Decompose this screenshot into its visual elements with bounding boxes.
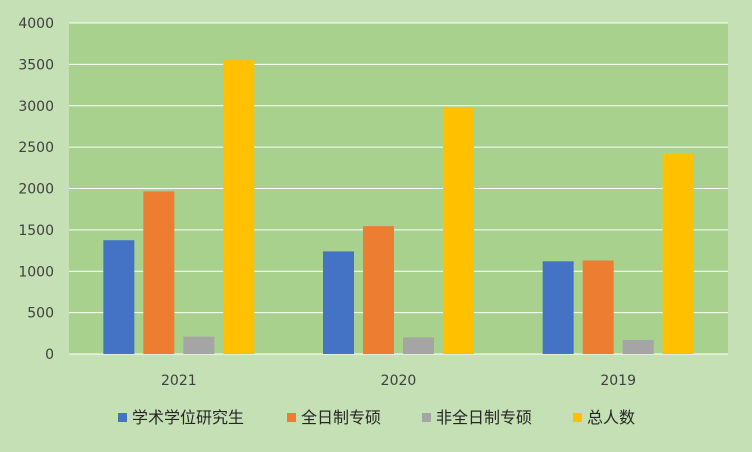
x-tick-label: 2021 xyxy=(161,373,197,389)
bars xyxy=(103,60,694,355)
bar xyxy=(542,261,574,354)
y-tick-label: 0 xyxy=(45,347,54,363)
bar xyxy=(662,153,694,354)
legend-label: 总人数 xyxy=(587,408,635,427)
bar xyxy=(582,260,614,354)
x-axis-ticks: 2021 2020 2019 xyxy=(161,373,636,389)
bar xyxy=(323,251,354,354)
bar xyxy=(143,191,175,354)
y-tick-label: 1500 xyxy=(18,223,54,239)
bar xyxy=(363,226,394,354)
legend-label: 学术学位研究生 xyxy=(132,408,244,427)
y-tick-label: 500 xyxy=(27,306,54,322)
bar xyxy=(223,60,255,355)
legend-swatch xyxy=(287,413,296,422)
y-tick-label: 1000 xyxy=(18,264,54,280)
y-tick-label: 3500 xyxy=(18,57,54,73)
gridlines xyxy=(69,22,728,355)
bar xyxy=(403,337,434,354)
legend-swatch xyxy=(422,413,431,422)
y-tick-label: 3000 xyxy=(18,99,54,115)
bar xyxy=(183,336,215,354)
y-tick-label: 2000 xyxy=(18,182,54,198)
legend-swatch xyxy=(573,413,582,422)
bar xyxy=(103,240,135,354)
legend-label: 全日制专硕 xyxy=(301,408,381,427)
bar xyxy=(622,339,654,354)
x-tick-label: 2019 xyxy=(600,373,636,389)
legend-swatch xyxy=(118,413,127,422)
legend-label: 非全日制专硕 xyxy=(436,408,532,427)
y-tick-label: 4000 xyxy=(18,16,54,32)
x-tick-label: 2020 xyxy=(381,373,417,389)
bar xyxy=(443,106,474,355)
legend: 学术学位研究生 全日制专硕 非全日制专硕 总人数 xyxy=(118,408,635,427)
y-tick-label: 2500 xyxy=(18,140,54,156)
y-axis-ticks: 0 500 1000 1500 2000 2500 3000 3500 4000 xyxy=(18,16,54,363)
